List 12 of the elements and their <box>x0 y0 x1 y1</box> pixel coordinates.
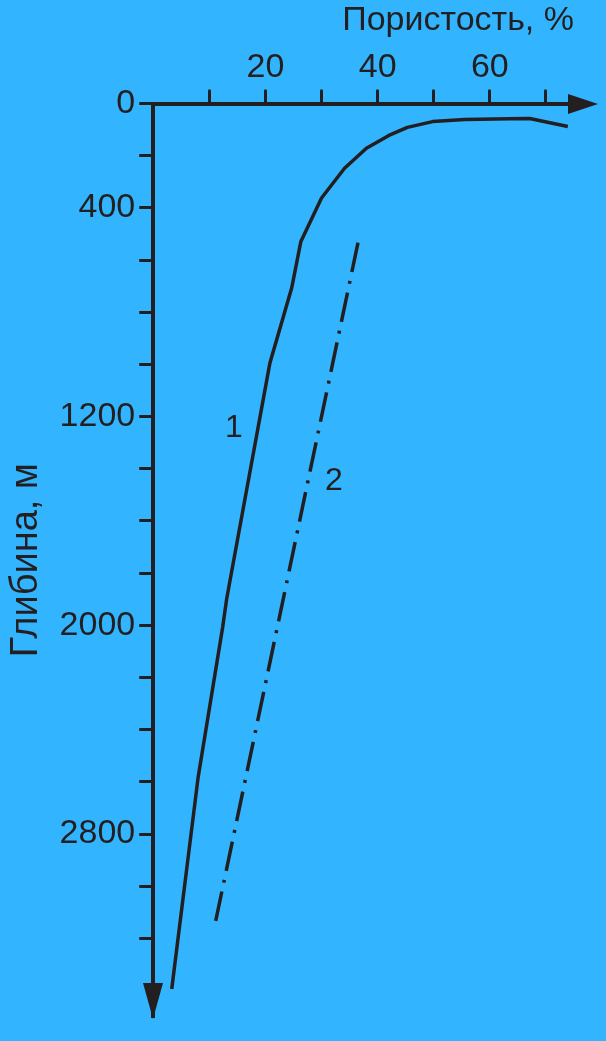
y-tick-label: 1200 <box>59 395 136 433</box>
x-tick-label: 60 <box>470 45 509 84</box>
x-tick-label: 40 <box>358 45 397 84</box>
y-tick-label: 2000 <box>59 603 136 642</box>
y-tick-label: 400 <box>78 186 136 225</box>
y-axis-title: Глибина, м <box>3 463 46 658</box>
series-label: 2 <box>325 461 343 498</box>
series-label: 1 <box>225 408 243 445</box>
x-tick-label: 20 <box>246 45 285 84</box>
x-axis-title: Пористость, % <box>342 0 574 37</box>
y-tick-label: 0 <box>116 81 136 120</box>
y-tick-label: 2800 <box>59 812 136 851</box>
